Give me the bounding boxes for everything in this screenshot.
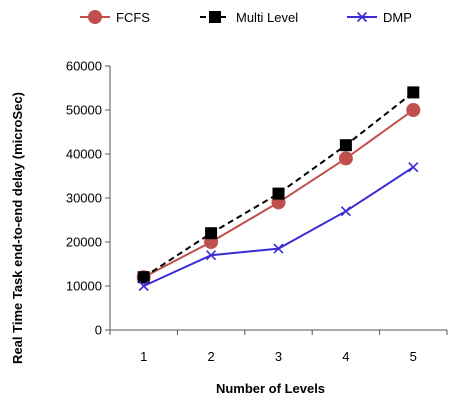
y-tick-label: 50000 [66,103,102,118]
legend-marker [356,11,368,23]
y-tick-label: 10000 [66,279,102,294]
y-tick-label: 60000 [66,59,102,74]
legend-item-fcfs: FCFS [80,10,150,25]
series-line-multi-level [143,91,414,279]
legend-label: Multi Level [236,10,298,25]
series-line-dmp [143,166,414,287]
legend-item-multi-level: Multi Level [200,10,298,25]
data-point-dmp [408,162,419,173]
x-axis-title: Number of Levels [216,381,325,396]
data-point-multi-level [339,139,352,152]
series-dmp [138,162,419,292]
data-point-dmp [206,250,217,261]
data-point-multi-level [272,187,285,200]
y-tick-label: 30000 [66,191,102,206]
y-tick-label: 40000 [66,147,102,162]
y-tick-label: 0 [95,323,102,338]
legend-marker [209,11,221,23]
x-tick-label: 5 [410,349,417,364]
x-tick-label: 3 [275,349,282,364]
legend-marker [88,10,102,24]
legend-item-dmp: DMP [347,10,412,25]
x-tick-label: 4 [342,349,349,364]
x-tick-label: 1 [140,349,147,364]
legend: FCFS Multi Level DMP [80,10,412,25]
data-point-fcfs [338,151,353,166]
data-point-fcfs [406,103,421,117]
y-axis-title: Real Time Task end-to-end delay (microSe… [10,92,25,364]
series [136,86,421,292]
data-point-multi-level [205,227,218,240]
x-tick-label: 2 [207,349,214,364]
series-multi-level [137,86,420,284]
data-point-dmp [273,243,284,254]
tick-marks: 0 10000 20000 30000 40000 50000 60000 1 2 3 4 5 [66,59,448,364]
data-point-multi-level [137,271,150,284]
legend-label: FCFS [116,10,150,25]
data-point-dmp [340,206,351,217]
data-point-dmp [138,280,149,292]
legend-label: DMP [383,10,412,25]
data-point-multi-level [407,86,420,99]
y-tick-label: 20000 [66,235,102,250]
